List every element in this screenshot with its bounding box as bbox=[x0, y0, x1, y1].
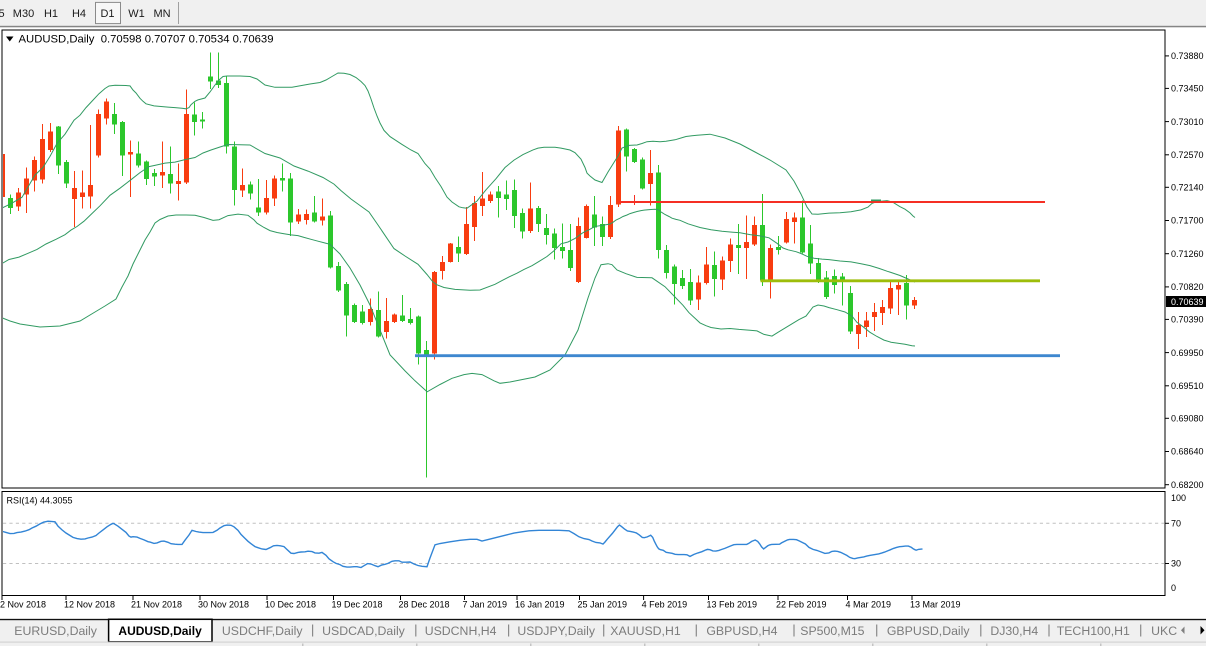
svg-text:0.72570: 0.72570 bbox=[1171, 150, 1204, 160]
svg-text:XAUUSD,H1: XAUUSD,H1 bbox=[610, 624, 681, 638]
svg-text:USDCNH,H4: USDCNH,H4 bbox=[425, 624, 497, 638]
svg-text:TECH100,H1: TECH100,H1 bbox=[1057, 624, 1130, 638]
svg-text:DJ30,H4: DJ30,H4 bbox=[990, 624, 1038, 638]
svg-text:28 Dec 2018: 28 Dec 2018 bbox=[399, 599, 450, 609]
svg-text:30: 30 bbox=[1171, 559, 1181, 569]
svg-text:USDCAD,Daily: USDCAD,Daily bbox=[322, 624, 406, 638]
svg-text:0.69950: 0.69950 bbox=[1171, 348, 1204, 358]
svg-text:10 Dec 2018: 10 Dec 2018 bbox=[265, 599, 316, 609]
svg-text:12 Nov 2018: 12 Nov 2018 bbox=[64, 599, 115, 609]
svg-text:22 Feb 2019: 22 Feb 2019 bbox=[776, 599, 827, 609]
svg-text:5: 5 bbox=[0, 8, 5, 20]
svg-text:4 Feb 2019: 4 Feb 2019 bbox=[642, 599, 688, 609]
svg-text:25 Jan 2019: 25 Jan 2019 bbox=[578, 599, 628, 609]
svg-text:30 Nov 2018: 30 Nov 2018 bbox=[198, 599, 249, 609]
svg-text:EURUSD,Daily: EURUSD,Daily bbox=[14, 624, 98, 638]
svg-text:0.71700: 0.71700 bbox=[1171, 216, 1204, 226]
svg-text:MN: MN bbox=[153, 8, 170, 20]
svg-text:100: 100 bbox=[1171, 493, 1186, 503]
svg-text:4 Mar 2019: 4 Mar 2019 bbox=[846, 599, 892, 609]
svg-text:0.73450: 0.73450 bbox=[1171, 84, 1204, 94]
svg-text:0.71260: 0.71260 bbox=[1171, 249, 1204, 259]
svg-text:19 Dec 2018: 19 Dec 2018 bbox=[332, 599, 383, 609]
svg-text:H4: H4 bbox=[72, 8, 86, 20]
svg-text:H1: H1 bbox=[44, 8, 58, 20]
svg-text:13 Mar 2019: 13 Mar 2019 bbox=[910, 599, 961, 609]
svg-text:7 Jan 2019: 7 Jan 2019 bbox=[463, 599, 508, 609]
svg-text:UKC: UKC bbox=[1151, 624, 1177, 638]
svg-text:0.69080: 0.69080 bbox=[1171, 414, 1204, 424]
svg-text:USDJPY,Daily: USDJPY,Daily bbox=[517, 624, 596, 638]
svg-text:21 Nov 2018: 21 Nov 2018 bbox=[131, 599, 182, 609]
svg-text:0.70820: 0.70820 bbox=[1171, 282, 1204, 292]
svg-text:0.69510: 0.69510 bbox=[1171, 381, 1204, 391]
svg-text:RSI(14) 44.3055: RSI(14) 44.3055 bbox=[7, 496, 73, 506]
svg-text:AUDUSD,Daily 0.70598 0.70707: AUDUSD,Daily 0.70598 0.70707 0.70534 0.7… bbox=[19, 34, 274, 46]
svg-text:GBPUSD,Daily: GBPUSD,Daily bbox=[887, 624, 971, 638]
svg-text:0: 0 bbox=[1171, 583, 1176, 593]
svg-text:16 Jan 2019: 16 Jan 2019 bbox=[515, 599, 565, 609]
svg-text:W1: W1 bbox=[128, 8, 145, 20]
svg-text:D1: D1 bbox=[100, 8, 114, 20]
svg-text:0.73010: 0.73010 bbox=[1171, 117, 1204, 127]
svg-text:USDCHF,Daily: USDCHF,Daily bbox=[222, 624, 303, 638]
svg-text:0.68640: 0.68640 bbox=[1171, 447, 1204, 457]
svg-text:0.68200: 0.68200 bbox=[1171, 480, 1204, 490]
svg-text:M30: M30 bbox=[13, 8, 34, 20]
svg-text:2 Nov 2018: 2 Nov 2018 bbox=[0, 599, 46, 609]
svg-text:GBPUSD,H4: GBPUSD,H4 bbox=[706, 624, 777, 638]
svg-text:0.70390: 0.70390 bbox=[1171, 315, 1204, 325]
svg-text:70: 70 bbox=[1171, 519, 1181, 529]
svg-text:0.73880: 0.73880 bbox=[1171, 51, 1204, 61]
svg-text:0.72140: 0.72140 bbox=[1171, 183, 1204, 193]
svg-text:0.70639: 0.70639 bbox=[1171, 297, 1204, 307]
svg-text:13 Feb 2019: 13 Feb 2019 bbox=[707, 599, 758, 609]
svg-text:SP500,M15: SP500,M15 bbox=[800, 624, 864, 638]
svg-text:AUDUSD,Daily: AUDUSD,Daily bbox=[118, 624, 202, 638]
